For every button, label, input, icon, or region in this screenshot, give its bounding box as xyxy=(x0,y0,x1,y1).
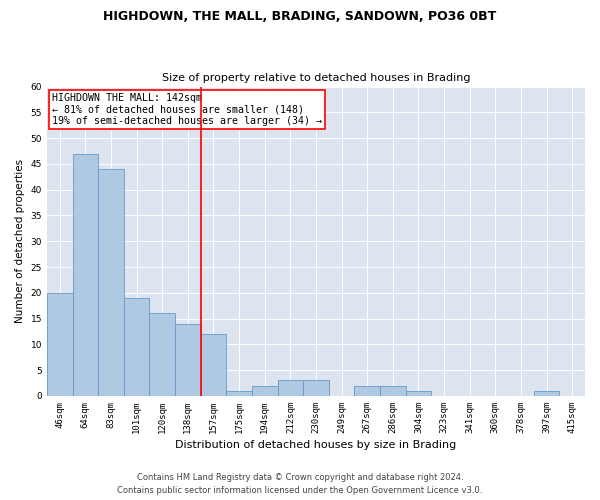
Bar xyxy=(226,391,252,396)
Text: HIGHDOWN THE MALL: 142sqm
← 81% of detached houses are smaller (148)
19% of semi: HIGHDOWN THE MALL: 142sqm ← 81% of detac… xyxy=(52,92,322,126)
Bar xyxy=(98,169,124,396)
Bar xyxy=(252,386,278,396)
Bar xyxy=(534,391,559,396)
Bar xyxy=(355,386,380,396)
Bar xyxy=(278,380,303,396)
Y-axis label: Number of detached properties: Number of detached properties xyxy=(15,159,25,324)
Bar xyxy=(124,298,149,396)
Title: Size of property relative to detached houses in Brading: Size of property relative to detached ho… xyxy=(162,73,470,83)
Text: Contains HM Land Registry data © Crown copyright and database right 2024.
Contai: Contains HM Land Registry data © Crown c… xyxy=(118,474,482,495)
Bar xyxy=(175,324,200,396)
X-axis label: Distribution of detached houses by size in Brading: Distribution of detached houses by size … xyxy=(175,440,457,450)
Bar xyxy=(200,334,226,396)
Text: HIGHDOWN, THE MALL, BRADING, SANDOWN, PO36 0BT: HIGHDOWN, THE MALL, BRADING, SANDOWN, PO… xyxy=(103,10,497,23)
Bar xyxy=(380,386,406,396)
Bar xyxy=(406,391,431,396)
Bar xyxy=(303,380,329,396)
Bar xyxy=(47,293,73,396)
Bar xyxy=(149,314,175,396)
Bar xyxy=(73,154,98,396)
